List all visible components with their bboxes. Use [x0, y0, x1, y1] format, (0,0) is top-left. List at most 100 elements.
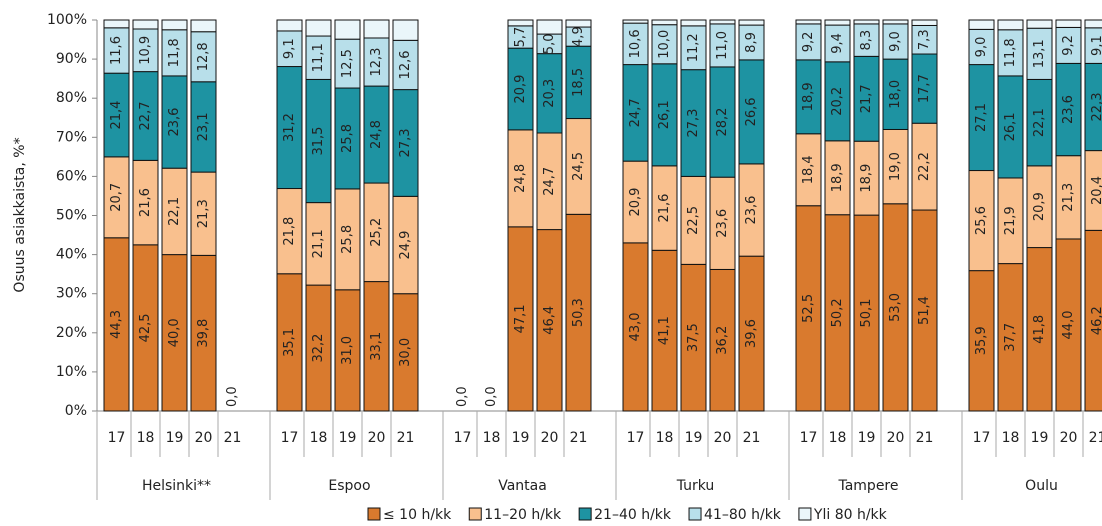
bar-segment [709, 19, 736, 25]
value-label: 18,0 [888, 80, 903, 109]
bar-segment [795, 19, 822, 25]
value-label: 23,1 [196, 112, 211, 141]
bar-segment [795, 205, 822, 412]
bar-segment [132, 28, 159, 73]
bar-segment [536, 19, 563, 35]
bar-segment [1026, 19, 1053, 29]
value-label: 24,8 [369, 120, 384, 149]
bar-segment [968, 19, 995, 30]
bar-segment [997, 177, 1024, 265]
value-label: 47,1 [513, 304, 528, 333]
value-label: 9,1 [1090, 35, 1102, 56]
bar-segment [738, 59, 765, 165]
bar-segment [392, 19, 419, 41]
bar-segment [161, 75, 188, 169]
bar-segment [651, 24, 678, 65]
value-label: 8,9 [744, 32, 759, 53]
value-label: 23,6 [744, 196, 759, 225]
legend-label: Yli 80 h/kk [813, 507, 888, 523]
x-tick-label: 21 [916, 430, 934, 446]
value-label: 5,7 [513, 27, 528, 48]
value-label: 37,5 [686, 323, 701, 352]
value-label: 23,6 [1061, 95, 1076, 124]
bar-segment [190, 81, 217, 173]
bar-segment [882, 58, 909, 130]
bar-segment [882, 203, 909, 412]
x-tick-label: 21 [570, 430, 588, 446]
value-label: 12,5 [340, 49, 355, 78]
bar-segment [190, 254, 217, 412]
bar-segment [1026, 27, 1053, 80]
value-label: 32,2 [311, 334, 326, 363]
bar-segment [738, 19, 765, 26]
value-label: 22,7 [138, 102, 153, 131]
x-tick-label: 18 [656, 430, 674, 446]
value-label: 11,8 [1003, 38, 1018, 67]
bar-segment [276, 273, 303, 412]
group-label: Vantaa [498, 478, 547, 494]
value-label: 25,2 [369, 218, 384, 247]
bar-segment [853, 214, 880, 412]
bar-segment [305, 35, 332, 80]
value-label: 9,0 [888, 31, 903, 52]
bar-segment [507, 47, 534, 131]
bar-segment [680, 69, 707, 177]
value-label: 4,9 [571, 26, 586, 47]
value-label: 50,1 [859, 299, 874, 328]
value-label: 44,0 [1061, 311, 1076, 340]
x-tick-label: 18 [137, 430, 155, 446]
x-tick-label: 21 [743, 430, 761, 446]
value-label: 13,1 [1032, 39, 1047, 68]
bar-segment [709, 23, 736, 68]
x-tick-label: 17 [281, 430, 299, 446]
y-tick-label: 40% [56, 247, 87, 263]
value-label: 24,8 [513, 164, 528, 193]
x-tick-label: 17 [454, 430, 472, 446]
value-label: 24,7 [542, 167, 557, 196]
value-label: 11,6 [109, 36, 124, 65]
bar-segment [190, 171, 217, 256]
bar-segment [276, 19, 303, 32]
value-label: 51,4 [917, 296, 932, 325]
bar-segment [824, 19, 851, 26]
bar-segment [363, 19, 390, 39]
bar-segment [882, 23, 909, 60]
bar-segment [651, 249, 678, 412]
value-label: 53,0 [888, 293, 903, 322]
value-label: 12,3 [369, 48, 384, 77]
y-tick-label: 10% [56, 364, 87, 380]
bar-segment [997, 263, 1024, 412]
x-tick-label: 17 [973, 430, 991, 446]
x-tick-label: 21 [224, 430, 242, 446]
value-label: 33,1 [369, 332, 384, 361]
value-label: 40,0 [167, 318, 182, 347]
value-label: 25,8 [340, 124, 355, 153]
bar-segment [738, 255, 765, 412]
value-label: 12,8 [196, 42, 211, 71]
value-label: 0,0 [484, 386, 499, 407]
value-label: 41,8 [1032, 315, 1047, 344]
value-label: 27,1 [974, 103, 989, 132]
value-label: 11,0 [715, 31, 730, 60]
bar-segment [305, 19, 332, 37]
value-label: 46,4 [542, 306, 557, 335]
value-label: 25,6 [974, 206, 989, 235]
value-label: 9,4 [830, 33, 845, 54]
value-label: 37,7 [1003, 323, 1018, 352]
bar-segment [622, 64, 649, 162]
value-label: 21,8 [282, 217, 297, 246]
value-label: 12,6 [398, 50, 413, 79]
bar-segment [334, 188, 361, 291]
group-label: Espoo [328, 478, 370, 494]
value-label: 30,0 [398, 338, 413, 367]
bar-segment [795, 23, 822, 61]
bar-segment [853, 19, 880, 25]
legend-label: ≤ 10 h/kk [383, 507, 452, 523]
bar-segment [968, 270, 995, 412]
bar-segment [392, 293, 419, 412]
bar-segment [132, 71, 159, 161]
x-tick-label: 20 [368, 430, 386, 446]
value-label: 39,6 [744, 319, 759, 348]
bar-segment [276, 66, 303, 190]
bar-segment [392, 195, 419, 295]
